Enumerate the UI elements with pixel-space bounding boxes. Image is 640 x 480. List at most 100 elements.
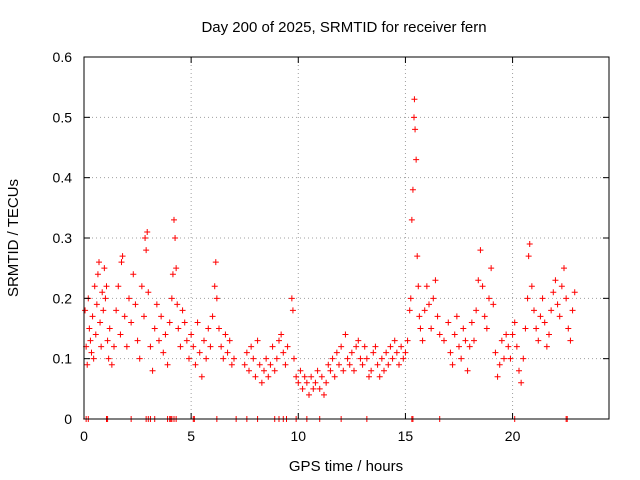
- data-point: [173, 265, 180, 272]
- data-point: [539, 295, 546, 302]
- data-point: [293, 373, 300, 380]
- data-point: [378, 355, 385, 362]
- data-point: [174, 301, 181, 308]
- data-point: [372, 343, 379, 350]
- data-point: [357, 355, 364, 362]
- data-point: [276, 337, 282, 344]
- data-point: [528, 283, 535, 290]
- data-point: [481, 313, 488, 320]
- data-point: [188, 331, 195, 338]
- x-tick-label: 0: [80, 428, 88, 444]
- data-point: [248, 343, 255, 350]
- data-point: [278, 331, 285, 338]
- data-point: [171, 216, 177, 223]
- data-point: [488, 265, 495, 272]
- data-point: [436, 331, 443, 338]
- data-point: [123, 343, 130, 350]
- data-point: [164, 361, 171, 368]
- data-point: [359, 361, 366, 368]
- data-point: [331, 373, 338, 380]
- data-point: [97, 319, 104, 326]
- data-point: [366, 373, 372, 380]
- data-point: [363, 355, 370, 362]
- data-point: [407, 295, 414, 302]
- data-point: [408, 216, 415, 223]
- data-point: [348, 349, 355, 356]
- data-point: [261, 367, 267, 374]
- data-point: [456, 343, 462, 350]
- data-point: [409, 186, 416, 193]
- data-point: [411, 114, 417, 121]
- data-point: [103, 283, 110, 290]
- data-point: [113, 307, 120, 314]
- data-point: [132, 301, 139, 308]
- data-point: [82, 307, 89, 314]
- data-point: [404, 337, 411, 344]
- data-point: [211, 283, 218, 290]
- data-point: [156, 337, 162, 344]
- data-point: [93, 301, 100, 308]
- data-point: [449, 361, 456, 368]
- data-point: [458, 355, 465, 362]
- data-point: [94, 271, 101, 278]
- data-point: [353, 343, 360, 350]
- data-point: [483, 325, 490, 332]
- data-point: [462, 337, 469, 344]
- data-point: [84, 361, 91, 368]
- data-point: [501, 355, 507, 362]
- data-point: [563, 295, 570, 302]
- data-point: [192, 361, 199, 368]
- data-point: [486, 295, 492, 302]
- data-point: [537, 313, 544, 320]
- data-point: [179, 307, 186, 314]
- data-point: [453, 313, 460, 320]
- data-points: [82, 96, 578, 422]
- data-point: [391, 337, 398, 344]
- data-point: [100, 307, 107, 314]
- data-point: [213, 295, 220, 302]
- data-point: [511, 319, 518, 326]
- data-point: [490, 301, 497, 308]
- data-point: [430, 295, 437, 302]
- data-point: [412, 126, 419, 133]
- data-point: [342, 331, 349, 338]
- data-point: [228, 361, 235, 368]
- data-point: [263, 355, 270, 362]
- x-tick-label: 10: [290, 428, 306, 444]
- x-tick-label: 15: [398, 428, 414, 444]
- data-point: [117, 331, 124, 338]
- data-point: [181, 319, 188, 326]
- data-point: [203, 355, 210, 362]
- y-axis-label: SRMTID / TECUs: [5, 179, 22, 297]
- data-point: [374, 361, 381, 368]
- data-point: [271, 367, 278, 374]
- data-point: [417, 325, 424, 332]
- data-point: [303, 379, 310, 386]
- data-point: [370, 349, 377, 356]
- data-point: [387, 343, 394, 350]
- data-point: [546, 331, 552, 338]
- data-point: [336, 361, 342, 368]
- data-point: [143, 247, 150, 254]
- data-point: [172, 235, 179, 241]
- data-point: [569, 307, 576, 314]
- data-point: [136, 355, 143, 362]
- data-point: [556, 313, 563, 320]
- data-point: [288, 295, 295, 302]
- data-point: [318, 373, 325, 380]
- data-point: [535, 337, 542, 344]
- data-point: [106, 325, 113, 332]
- data-point: [186, 355, 192, 362]
- data-point: [471, 337, 477, 344]
- data-point: [368, 367, 375, 374]
- data-point: [158, 313, 165, 320]
- data-point: [212, 259, 219, 266]
- data-point: [119, 253, 126, 260]
- data-point: [554, 301, 561, 308]
- data-point: [509, 331, 516, 338]
- data-point: [541, 319, 548, 326]
- data-point: [289, 307, 296, 314]
- y-tick-label: 0.4: [53, 170, 73, 186]
- data-point: [402, 349, 409, 356]
- data-point: [383, 349, 390, 356]
